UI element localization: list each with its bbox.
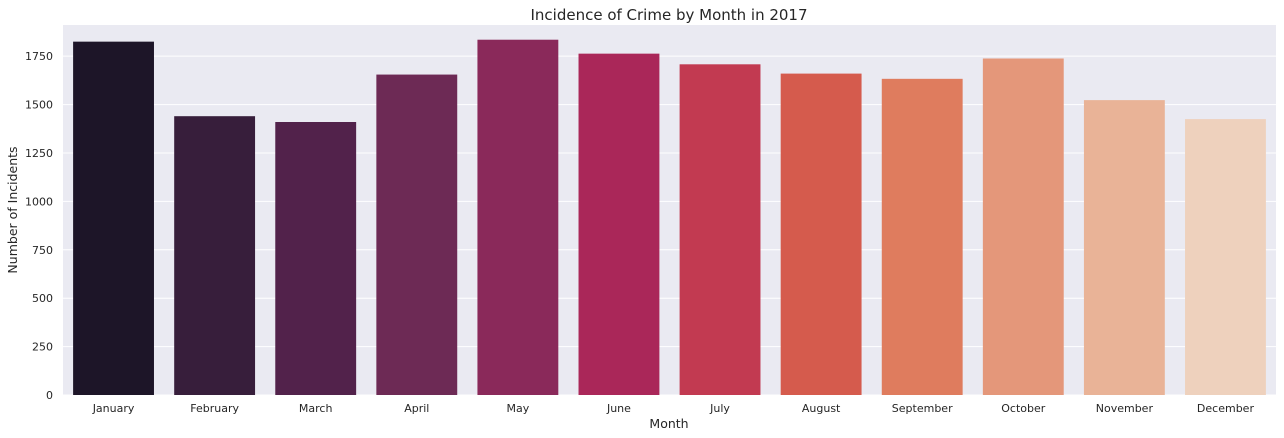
y-tick-label: 500 <box>32 292 53 305</box>
x-tick-label: March <box>299 402 333 415</box>
y-tick-label: 750 <box>32 244 53 257</box>
bar-june <box>578 53 660 396</box>
x-tick-label: June <box>606 402 631 415</box>
x-tick-label: September <box>892 402 953 415</box>
bar-october <box>982 58 1064 396</box>
x-tick-label: August <box>802 402 841 415</box>
y-tick-label: 1750 <box>25 50 53 63</box>
bar-april <box>376 74 458 395</box>
bar-may <box>477 39 559 395</box>
bar-november <box>1083 100 1165 395</box>
x-tick-label: November <box>1096 402 1154 415</box>
y-tick-label: 0 <box>46 389 53 402</box>
x-tick-label: May <box>507 402 530 415</box>
bar-march <box>275 122 357 395</box>
x-tick-label: July <box>709 402 730 415</box>
x-tick-label: October <box>1001 402 1045 415</box>
bar-july <box>679 64 761 396</box>
bar-january <box>73 41 154 395</box>
bar-december <box>1185 119 1266 396</box>
y-tick-label: 250 <box>32 341 53 354</box>
y-tick-label: 1000 <box>25 195 53 208</box>
x-tick-label: December <box>1197 402 1255 415</box>
y-axis-label: Number of Incidents <box>5 146 20 273</box>
x-tick-labels: January February March April May June July Augu… <box>92 402 1255 415</box>
chart-title: Incidence of Crime by Month in 2017 <box>530 6 807 24</box>
plot-background <box>63 25 1276 395</box>
x-tick-label: January <box>92 402 135 415</box>
bars <box>73 39 1266 396</box>
bar-february <box>174 116 256 396</box>
y-tick-labels: 0 250 500 750 1000 1250 1500 1750 <box>25 50 53 402</box>
gridlines <box>63 55 1276 396</box>
bar-august <box>780 73 862 395</box>
x-axis-label: Month <box>649 416 688 431</box>
x-tick-label: February <box>190 402 239 415</box>
x-tick-label: April <box>404 402 429 415</box>
y-tick-label: 1500 <box>25 99 53 112</box>
y-tick-label: 1250 <box>25 147 53 160</box>
bar-september <box>881 78 963 395</box>
